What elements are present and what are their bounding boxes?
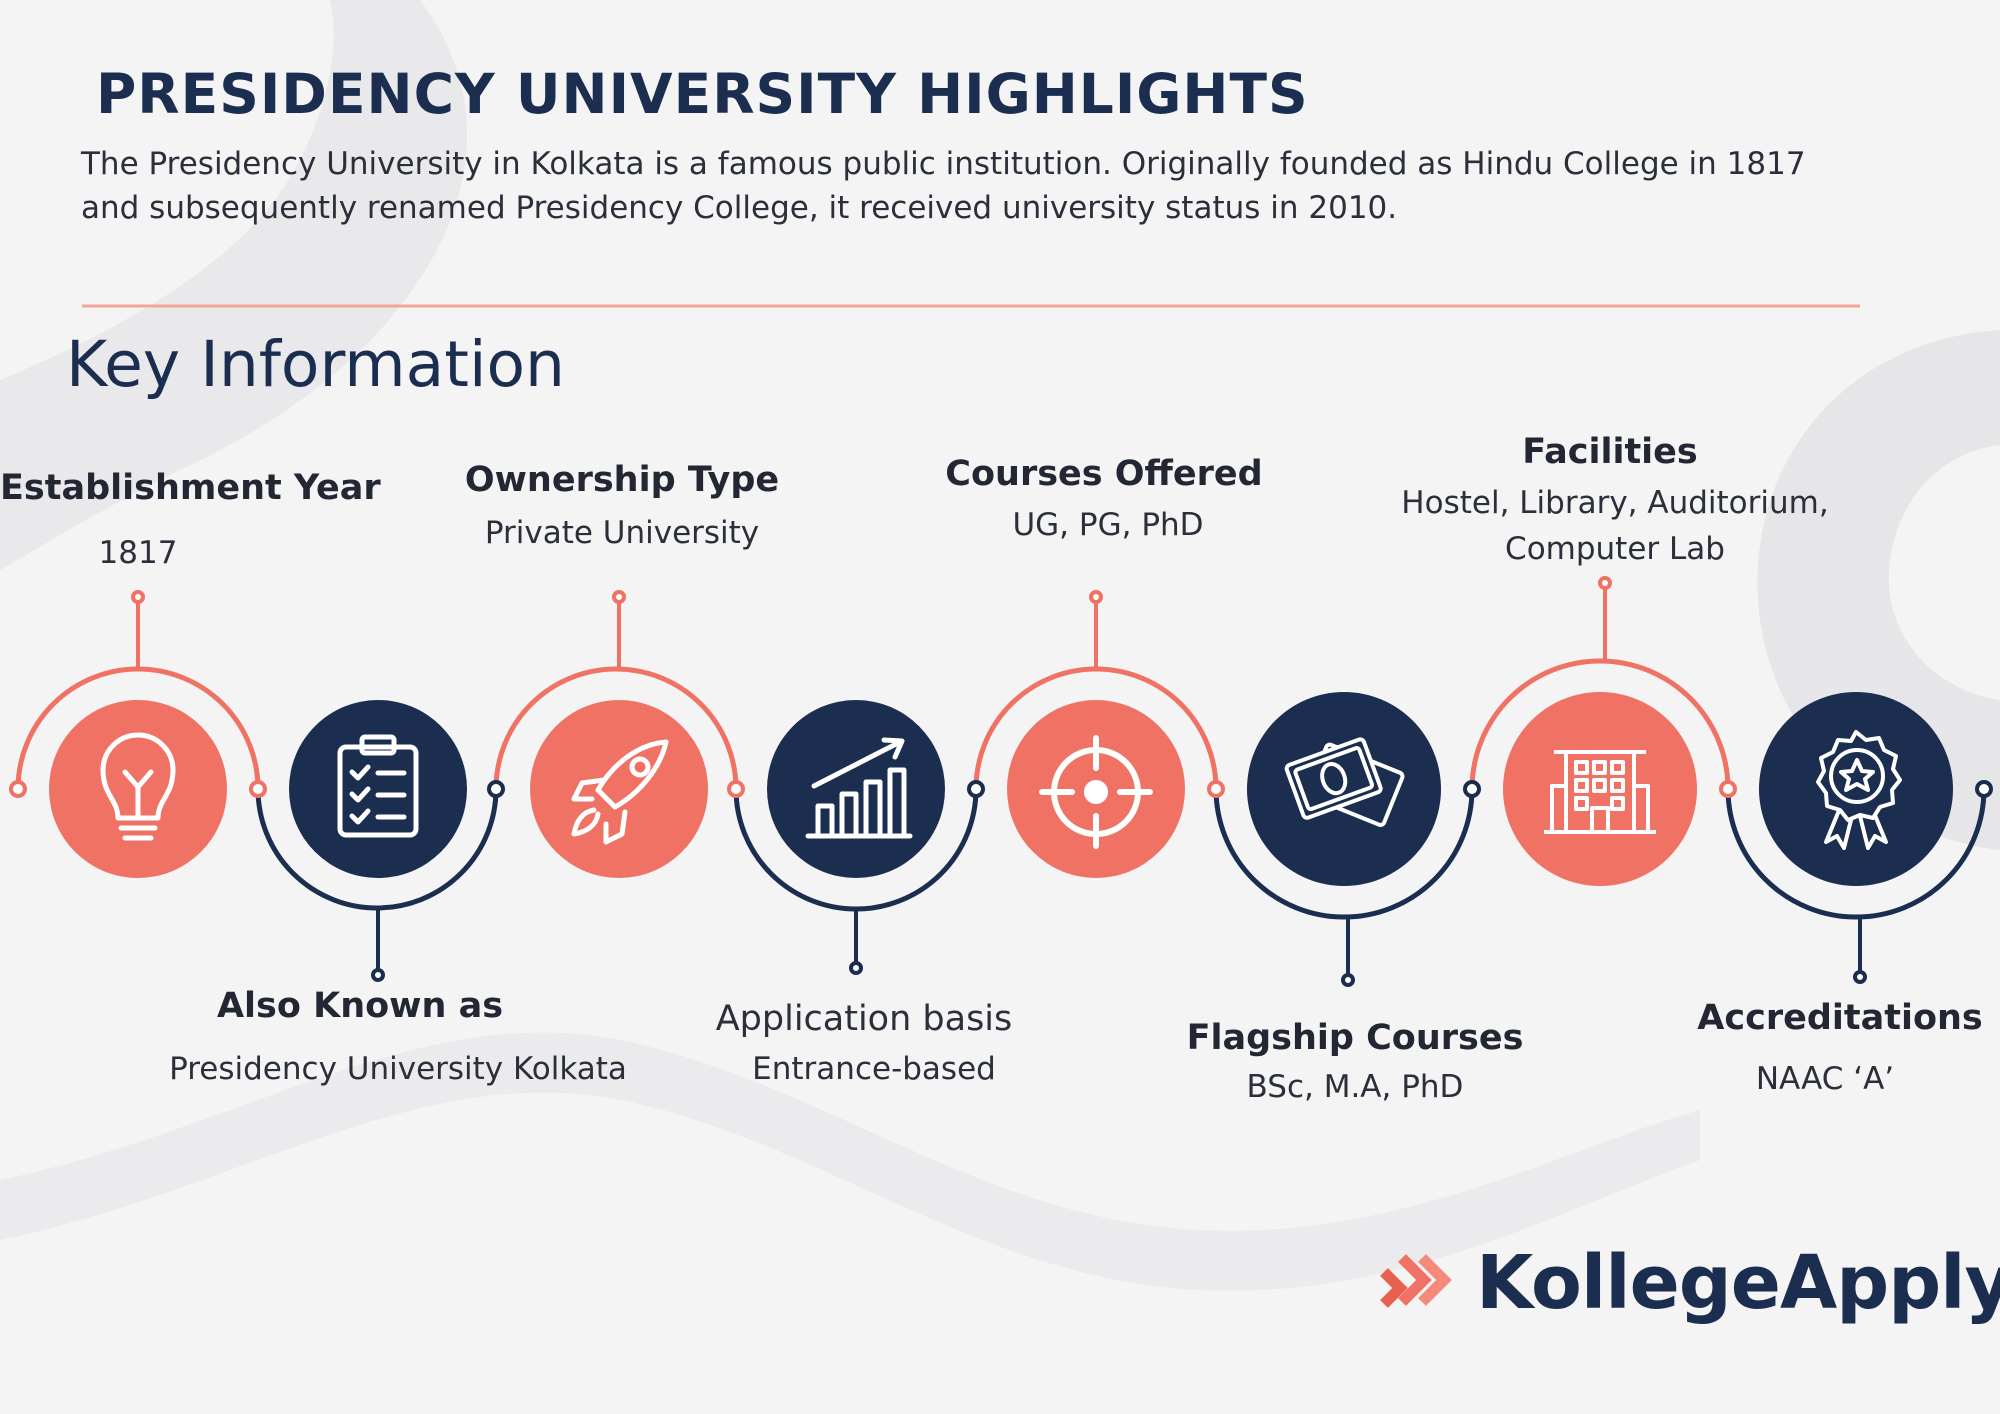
icon-circle-3 [530, 700, 708, 878]
ownership-type-label: Ownership Type [464, 460, 780, 500]
courses-offered-value: UG, PG, PhD [1012, 507, 1204, 543]
arc-8 [1725, 788, 1987, 920]
brand-logo-text: KollegeApply [1476, 1240, 2000, 1326]
lightbulb-icon [100, 732, 176, 841]
building-icon [1544, 750, 1656, 834]
facilities-value: Hostel, Library, Auditorium, Computer La… [1401, 485, 1829, 567]
kollegeapply-chevron-logo-icon [1380, 1254, 1452, 1308]
top-connectors [131, 576, 1612, 669]
flagship-courses-label: Flagship Courses [1186, 1018, 1524, 1058]
award-badge-icon [1816, 730, 1902, 850]
arc-6 [1213, 788, 1475, 920]
growth-chart-icon [805, 737, 913, 839]
establishment-year-value: 1817 [98, 535, 178, 571]
application-basis-value: Entrance-based [752, 1051, 996, 1087]
also-known-as-value: Presidency University Kolkata [169, 1051, 627, 1087]
rocket-icon [571, 739, 669, 845]
section-title: Key Information [66, 328, 565, 401]
application-basis-label: Application basis [715, 999, 1013, 1039]
arc-7 [1469, 658, 1731, 790]
accreditations-label: Accreditations [1697, 998, 1983, 1038]
target-icon [1039, 735, 1153, 849]
money-icon [1284, 737, 1405, 827]
facilities-label: Facilities [1522, 432, 1698, 472]
also-known-as-label: Also Known as [216, 986, 504, 1026]
icon-circle-2 [289, 700, 467, 878]
establishment-year-label: Establishment Year [0, 468, 381, 508]
intro-paragraph: The Presidency University in Kolkata is … [81, 146, 1806, 226]
checklist-icon [337, 734, 419, 838]
flagship-courses-value: BSc, M.A, PhD [1246, 1069, 1464, 1105]
arc-3 [493, 666, 739, 790]
bottom-connectors [371, 908, 1867, 987]
courses-offered-label: Courses Offered [945, 454, 1263, 494]
ownership-type-value: Private University [484, 515, 760, 551]
icon-circle-4 [767, 700, 945, 878]
arc-junction-nodes [9, 780, 1993, 798]
accreditations-value: NAAC ‘A’ [1755, 1061, 1895, 1097]
page-title: PRESIDENCY UNIVERSITY HIGHLIGHTS [96, 62, 1309, 126]
